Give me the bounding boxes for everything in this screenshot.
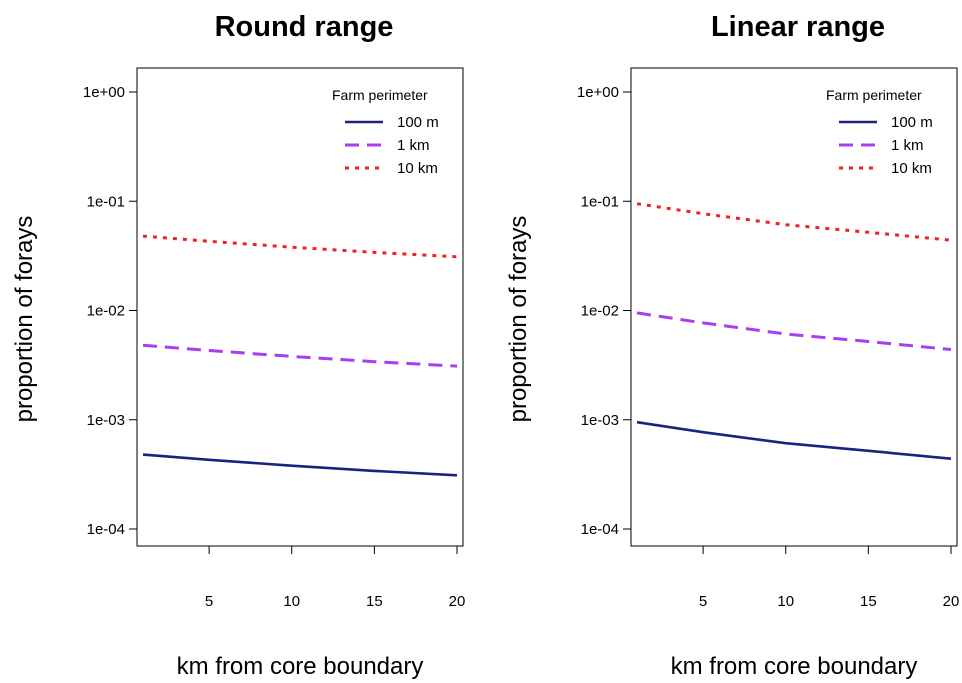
legend-label: 1 km [397, 137, 430, 154]
chart-round-range: Round range 1e+00 1e-01 1e-02 1e-03 1e-04 5 10 1… [11, 11, 466, 680]
legend-label: 10 km [397, 160, 438, 177]
series-line-1-km [636, 311, 952, 351]
chart-linear-range: Linear range 1e+00 1e-01 1e-02 1e-03 1e-04 5 10… [505, 11, 960, 680]
y-tick-label: 1e-04 [87, 521, 125, 538]
legend-label: 10 km [891, 160, 932, 177]
y-tick-label: 1e-02 [87, 303, 125, 320]
legend-label: 100 m [891, 114, 933, 131]
series-line-1-km [142, 343, 458, 368]
x-tick-label: 15 [366, 593, 383, 610]
series-line-10-km [636, 202, 952, 242]
chart-panel-linear: Linear range 1e+00 1e-01 1e-02 1e-03 1e-04 5 10… [494, 0, 962, 683]
legend-title: Farm perimeter [332, 87, 428, 103]
series-line-100-m [142, 453, 458, 477]
x-tick-label: 5 [205, 593, 213, 610]
x-axis-label: km from core boundary [671, 653, 918, 680]
x-tick-label: 15 [860, 593, 877, 610]
y-tick-label: 1e-03 [87, 412, 125, 429]
chart-title: Linear range [711, 11, 885, 43]
x-tick-label: 20 [449, 593, 466, 610]
series-line-100-m [636, 420, 952, 460]
x-tick-label: 5 [699, 593, 707, 610]
legend-label: 100 m [397, 114, 439, 131]
y-tick-label: 1e-01 [87, 193, 125, 210]
y-tick-label: 1e+00 [83, 84, 125, 101]
y-axis-label: proportion of forays [11, 216, 38, 423]
x-axis-label: km from core boundary [177, 653, 424, 680]
chart-title: Round range [215, 11, 394, 43]
chart-panel-round: Round range 1e+00 1e-01 1e-02 1e-03 1e-04 5 10 1… [11, 11, 466, 680]
x-tick-label: 10 [777, 593, 794, 610]
x-tick-label: 10 [283, 593, 300, 610]
series-line-10-km [142, 234, 458, 259]
y-axis-label: proportion of forays [505, 216, 532, 423]
y-tick-label: 1e-01 [581, 193, 619, 210]
legend-title: Farm perimeter [826, 87, 922, 103]
plot-area [136, 67, 464, 547]
y-tick-label: 1e-03 [581, 412, 619, 429]
y-tick-label: 1e-02 [581, 303, 619, 320]
y-tick-label: 1e-04 [581, 521, 619, 538]
legend-label: 1 km [891, 137, 924, 154]
plot-area [630, 67, 958, 547]
x-tick-label: 20 [943, 593, 960, 610]
y-tick-label: 1e+00 [577, 84, 619, 101]
